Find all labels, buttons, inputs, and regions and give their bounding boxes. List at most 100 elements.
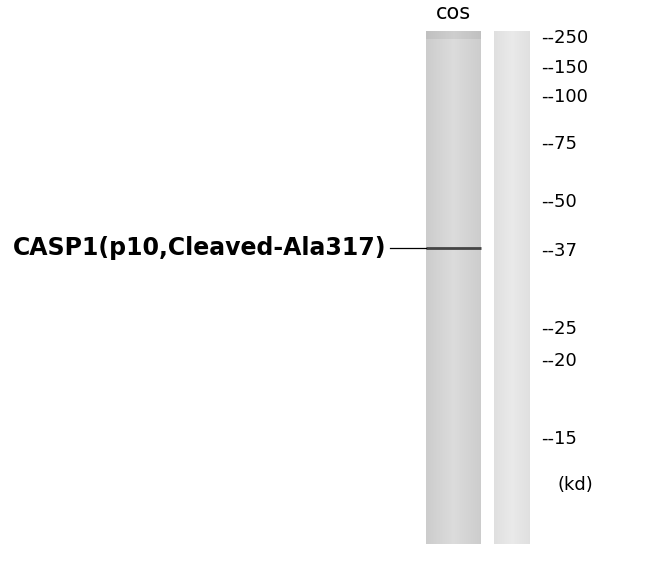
Bar: [427, 31, 428, 544]
Bar: [469, 31, 470, 544]
Bar: [432, 31, 433, 39]
Bar: [433, 31, 434, 39]
Text: --25: --25: [541, 320, 577, 338]
Text: --15: --15: [541, 430, 577, 448]
Bar: [445, 31, 446, 544]
Bar: [440, 31, 441, 544]
Bar: [430, 31, 432, 39]
Bar: [450, 31, 451, 544]
Bar: [443, 31, 444, 39]
Text: --37: --37: [541, 242, 577, 260]
Bar: [462, 31, 463, 39]
Text: (kd): (kd): [558, 476, 593, 494]
Bar: [444, 31, 445, 39]
Bar: [472, 31, 473, 39]
Bar: [460, 31, 461, 544]
Bar: [463, 31, 464, 39]
Bar: [477, 31, 478, 39]
Bar: [446, 31, 447, 39]
Bar: [429, 31, 430, 544]
Bar: [467, 31, 468, 39]
Bar: [466, 31, 467, 39]
Bar: [454, 31, 455, 39]
Bar: [465, 31, 466, 39]
Bar: [446, 31, 447, 544]
Bar: [456, 31, 457, 39]
Bar: [434, 31, 435, 544]
Bar: [444, 31, 445, 544]
Text: cos: cos: [436, 3, 471, 23]
Bar: [458, 31, 459, 39]
Bar: [452, 31, 454, 39]
Bar: [468, 31, 469, 39]
Bar: [439, 31, 440, 544]
Bar: [480, 31, 481, 544]
Bar: [470, 31, 471, 39]
Bar: [432, 31, 433, 544]
Bar: [463, 31, 464, 544]
Text: --150: --150: [541, 59, 588, 77]
Bar: [465, 31, 466, 544]
Text: --50: --50: [541, 193, 577, 211]
Bar: [474, 31, 476, 39]
Bar: [426, 31, 427, 39]
Bar: [473, 31, 474, 544]
Bar: [448, 31, 449, 39]
Bar: [476, 31, 477, 39]
Bar: [454, 31, 455, 544]
Bar: [440, 31, 441, 39]
Bar: [470, 31, 471, 544]
Bar: [458, 31, 459, 544]
Bar: [435, 31, 436, 39]
Bar: [456, 31, 457, 544]
Bar: [471, 31, 472, 544]
Bar: [447, 31, 448, 544]
Bar: [437, 31, 438, 39]
Bar: [428, 31, 429, 39]
Bar: [433, 31, 434, 544]
Bar: [439, 31, 440, 39]
Bar: [434, 31, 435, 39]
Bar: [426, 31, 427, 544]
Bar: [464, 31, 465, 544]
Text: CASP1(p10,Cleaved-Ala317): CASP1(p10,Cleaved-Ala317): [13, 236, 387, 260]
Bar: [478, 31, 479, 544]
Bar: [445, 31, 446, 39]
Bar: [455, 31, 456, 544]
Bar: [451, 31, 452, 544]
Bar: [427, 31, 428, 39]
Bar: [476, 31, 477, 544]
Bar: [473, 31, 474, 39]
Bar: [442, 31, 443, 544]
Bar: [447, 31, 448, 39]
Bar: [468, 31, 469, 544]
Text: --100: --100: [541, 88, 588, 106]
Bar: [452, 31, 454, 544]
Bar: [472, 31, 473, 544]
Bar: [464, 31, 465, 39]
Text: --250: --250: [541, 29, 589, 47]
Bar: [441, 31, 442, 39]
Bar: [449, 31, 450, 544]
Bar: [429, 31, 430, 39]
Text: --75: --75: [541, 135, 577, 153]
Bar: [460, 31, 461, 39]
Bar: [443, 31, 444, 544]
Bar: [466, 31, 467, 544]
Bar: [479, 31, 480, 544]
Bar: [474, 31, 476, 544]
Bar: [448, 31, 449, 544]
Bar: [479, 31, 480, 39]
Bar: [438, 31, 439, 39]
Bar: [441, 31, 442, 544]
Bar: [438, 31, 439, 544]
Bar: [478, 31, 479, 39]
Bar: [471, 31, 472, 39]
Bar: [435, 31, 436, 544]
Bar: [459, 31, 460, 544]
Bar: [455, 31, 456, 39]
Bar: [450, 31, 451, 39]
Bar: [449, 31, 450, 39]
Bar: [457, 31, 458, 39]
Bar: [459, 31, 460, 39]
